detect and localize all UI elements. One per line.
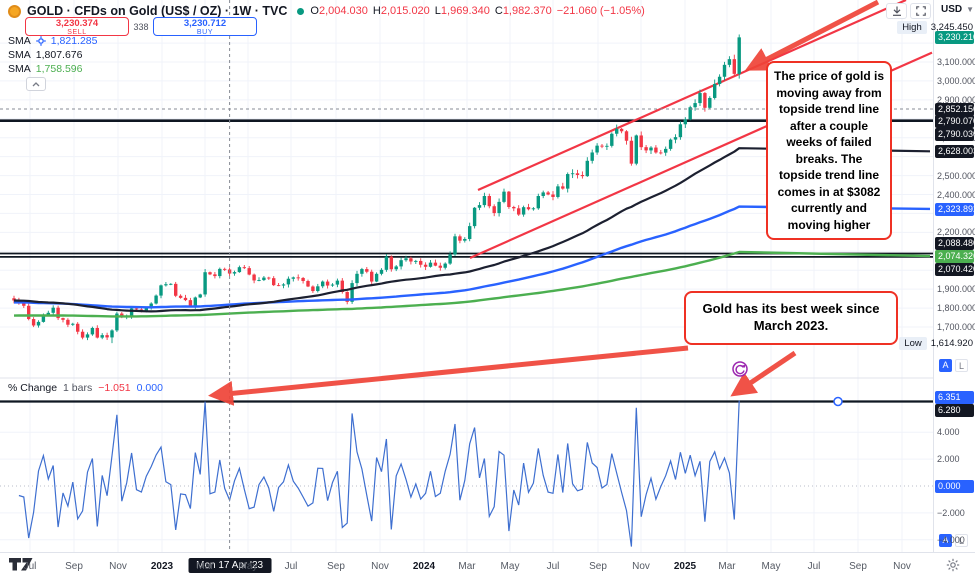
- time-axis-label: Jul: [546, 561, 560, 572]
- expand-view-button[interactable]: [910, 3, 931, 19]
- time-axis-label: Sep: [589, 561, 607, 572]
- high-value: 3,245.450: [930, 22, 973, 33]
- time-axis-label: Nov: [371, 561, 389, 572]
- price-tick: 2,200.000: [937, 227, 975, 237]
- percent-change-line: [18, 400, 740, 547]
- time-axis-label: 2024: [412, 561, 436, 572]
- trend-channel-upper: [477, 0, 907, 192]
- time-axis-label: Nov: [893, 561, 911, 572]
- time-axis-label: 2023: [150, 561, 174, 572]
- line-handle: [833, 396, 843, 407]
- currency-selector[interactable]: USD ▼: [941, 4, 975, 15]
- annotation-box-best-week[interactable]: Gold has its best week since March 2023.: [684, 291, 898, 345]
- crosshair-time-badge: Mon 17 Apr '23: [188, 558, 272, 573]
- time-axis-label: Mar: [458, 561, 476, 572]
- pane2-value-1: −1.051: [98, 382, 131, 394]
- price-badge: 6.280: [935, 403, 974, 417]
- expand-icon: [915, 6, 926, 16]
- sma-200-line: [13, 250, 931, 318]
- price-badge: 2,070.420: [935, 262, 975, 276]
- time-axis-label: May: [761, 561, 781, 572]
- price-tick: 1,800.000: [937, 303, 975, 313]
- sma-legend-1[interactable]: SMA 1,821.285: [8, 35, 98, 47]
- sma-100-line: [14, 205, 931, 309]
- sell-button[interactable]: 3,230.374 SELL: [25, 17, 129, 36]
- pane2-tick: −2.000: [937, 508, 965, 518]
- sma-settings-icon[interactable]: [35, 36, 46, 46]
- change-value: −21.060 (−1.05%): [556, 5, 645, 17]
- spread-value: 338: [133, 22, 149, 32]
- time-axis-label: Jul: [23, 561, 37, 572]
- gold-coin-icon: [8, 4, 21, 18]
- low-label: Low: [899, 337, 927, 350]
- low-value: 1,614.920: [930, 338, 973, 349]
- high-label: High: [897, 21, 927, 34]
- pane2-tick: 2.000: [937, 454, 960, 464]
- time-axis-label: Nov: [109, 561, 127, 572]
- price-badge: 3,230.210: [935, 30, 975, 44]
- time-axis-label: Mar: [196, 561, 214, 572]
- collapse-legend-button[interactable]: [26, 77, 46, 91]
- cyclone-annotation-icon: [735, 364, 745, 375]
- symbol-title[interactable]: GOLD · CFDs on Gold (US$ / OZ) · 1W · TV…: [27, 4, 288, 18]
- price-badge: 6.351: [935, 390, 974, 404]
- time-axis-label: 2025: [673, 561, 697, 572]
- buy-button[interactable]: 3,230.712 BUY: [153, 17, 257, 36]
- ohlc-values: O2,004.030 H2,015.020 L1,969.340 C1,982.…: [310, 5, 645, 17]
- price-badge: 2,852.150: [935, 102, 975, 116]
- high-row: High 3,245.450: [897, 21, 973, 34]
- price-badge: 2,790.030: [935, 127, 975, 141]
- pane2-tick: 4.000: [937, 427, 960, 437]
- sma-50-line: [13, 147, 931, 313]
- price-badge: 2,628.003: [935, 144, 975, 158]
- sma-legend-3[interactable]: SMA 1,758.596: [8, 63, 83, 75]
- price-tick: 3,100.000: [937, 57, 975, 67]
- price-tick: 2,900.000: [937, 95, 975, 105]
- price-tick: 1,900.000: [937, 284, 975, 294]
- time-axis-label: May: [238, 561, 258, 572]
- time-axis[interactable]: Mon 17 Apr '23 Jul Sep Nov 2023 Mar May Jul Sep…: [0, 552, 975, 580]
- pane2-legend[interactable]: % Change 1 bars −1.051 0.000: [8, 382, 163, 394]
- price-tick: 1,700.000: [937, 322, 975, 332]
- price-tick: 2,400.000: [937, 190, 975, 200]
- annotation-arrow[interactable]: [730, 350, 797, 397]
- time-axis-label: Sep: [65, 561, 83, 572]
- price-badge: 0.000: [935, 479, 974, 493]
- download-button[interactable]: [886, 3, 907, 19]
- price-badge: 2,790.070: [935, 114, 975, 128]
- pane2-tick: −4.000: [937, 535, 965, 545]
- tradingview-logo[interactable]: [8, 556, 34, 572]
- cyclone-annotation-icon: [742, 364, 746, 368]
- pane2-value-2: 0.000: [136, 382, 163, 394]
- time-axis-label: Jul: [807, 561, 821, 572]
- price-tick: 2,500.000: [937, 171, 975, 181]
- time-axis-label: May: [500, 561, 520, 572]
- price-badge: 2,323.892: [935, 202, 975, 216]
- time-axis-label: Sep: [327, 561, 345, 572]
- chevron-up-icon: [32, 81, 40, 86]
- sma-legend-2[interactable]: SMA 1,807.676: [8, 49, 83, 61]
- price-badge: 2,088.480: [935, 236, 975, 250]
- annotation-arrow[interactable]: [208, 345, 689, 406]
- price-badge: 2,074.326: [935, 249, 975, 263]
- time-axis-label: Jul: [284, 561, 298, 572]
- price-tick: 3,000.000: [937, 76, 975, 86]
- time-axis-label: Sep: [849, 561, 867, 572]
- time-axis-label: Nov: [632, 561, 650, 572]
- market-status-icon: [297, 7, 305, 15]
- download-icon: [892, 6, 901, 16]
- low-row: Low 1,614.920: [899, 337, 973, 350]
- annotation-box-trendline[interactable]: The price of gold is moving away from to…: [766, 61, 892, 241]
- symbol-header: GOLD · CFDs on Gold (US$ / OZ) · 1W · TV…: [8, 4, 645, 18]
- chevron-down-icon: ▼: [966, 5, 975, 14]
- settings-gear-icon[interactable]: [946, 558, 960, 572]
- annotation-arrow[interactable]: [744, 0, 880, 71]
- time-axis-label: Mar: [718, 561, 736, 572]
- candlestick-series: [12, 34, 741, 344]
